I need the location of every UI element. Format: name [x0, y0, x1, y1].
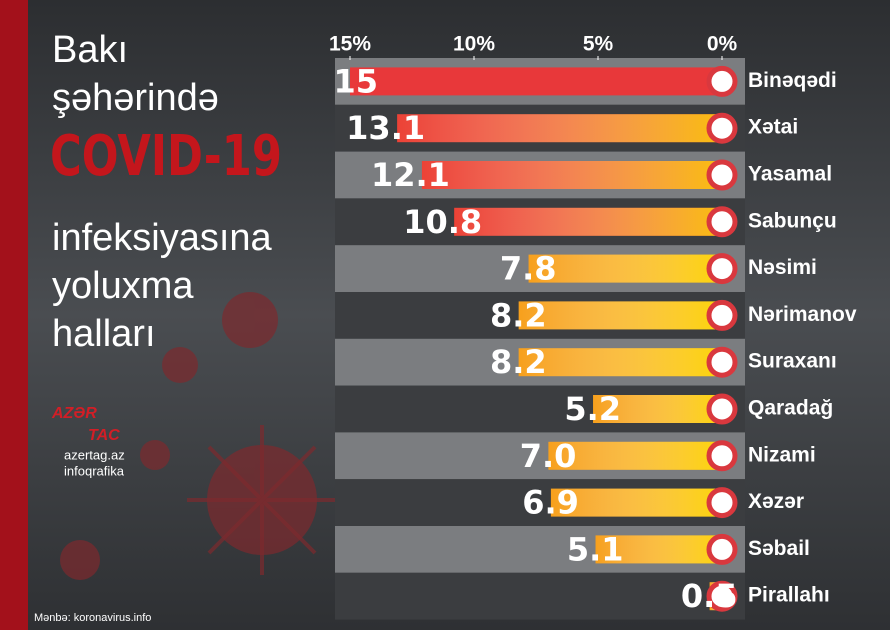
category-label: Yasamal — [748, 163, 832, 186]
end-marker — [706, 65, 738, 97]
bar-shine — [454, 207, 722, 236]
category-label: Nizami — [748, 443, 816, 466]
bar-shine — [397, 114, 722, 143]
title-highlight: COVID-19 — [50, 124, 282, 189]
value-label: 6.9 — [522, 484, 579, 522]
category-label: Xətai — [748, 116, 798, 139]
side-strip — [0, 0, 28, 630]
bar-shine — [528, 254, 722, 283]
end-marker — [706, 159, 738, 191]
value-label: 15 — [333, 62, 378, 100]
end-marker — [706, 253, 738, 285]
end-marker — [706, 112, 738, 144]
end-marker — [706, 393, 738, 425]
category-label: Suraxanı — [748, 350, 837, 373]
bar — [350, 67, 722, 96]
category-label: Pirallahı — [748, 584, 830, 607]
category-label: Qaradağ — [748, 397, 833, 420]
bar-shine — [421, 161, 722, 189]
bar-shine — [550, 488, 722, 517]
category-label: Xəzər — [748, 490, 804, 513]
source: Mənbə: koronavirus.info — [34, 612, 151, 624]
x-tick-label: 10% — [453, 33, 495, 56]
category-label: Sabunçu — [748, 209, 837, 232]
value-label: 12.1 — [371, 156, 450, 194]
title: Bakı şəhərində COVID-19 infeksiyasına yo… — [50, 29, 282, 355]
virus-spikes — [187, 425, 337, 575]
end-marker — [706, 346, 738, 378]
value-label: 10.8 — [403, 203, 482, 241]
value-label: 7.0 — [520, 437, 577, 475]
logo: AZƏR — [51, 405, 97, 422]
bar-shine — [518, 348, 722, 377]
value-label: 5.1 — [567, 530, 624, 568]
end-marker — [706, 580, 738, 612]
site: azertag.az — [64, 447, 125, 462]
end-marker — [706, 533, 738, 565]
title-line: halları — [52, 313, 156, 355]
x-tick-label: 15% — [329, 33, 371, 56]
title-line: şəhərində — [52, 77, 219, 119]
value-label: 0.5 — [681, 577, 738, 615]
bar-shine — [593, 395, 722, 423]
value-label: 5.2 — [564, 390, 621, 428]
end-marker — [706, 487, 738, 519]
end-marker — [706, 299, 738, 331]
title-line: yoluxma — [52, 265, 194, 307]
value-label: 7.8 — [500, 250, 557, 288]
category-label: Səbail — [748, 537, 810, 560]
x-tick-label: 0% — [707, 33, 738, 56]
value-label: 8.2 — [490, 343, 547, 381]
category-label: Nərimanov — [748, 303, 857, 326]
bar-shine — [518, 301, 722, 330]
category-label: Binəqədi — [748, 69, 837, 92]
end-marker — [706, 206, 738, 238]
row-stripe — [335, 572, 745, 620]
value-label: 8.2 — [490, 296, 547, 334]
title-line: Bakı — [52, 29, 128, 71]
logo: TAC — [88, 427, 120, 444]
x-tick-label: 5% — [583, 33, 614, 56]
value-label: 13.1 — [346, 109, 425, 147]
title-line: infeksiyasına — [52, 217, 273, 259]
subtitle: infoqrafika — [64, 463, 125, 478]
end-marker — [706, 440, 738, 472]
bar-shine — [548, 441, 722, 470]
category-label: Nəsimi — [748, 256, 817, 279]
bar-shine — [595, 535, 722, 564]
